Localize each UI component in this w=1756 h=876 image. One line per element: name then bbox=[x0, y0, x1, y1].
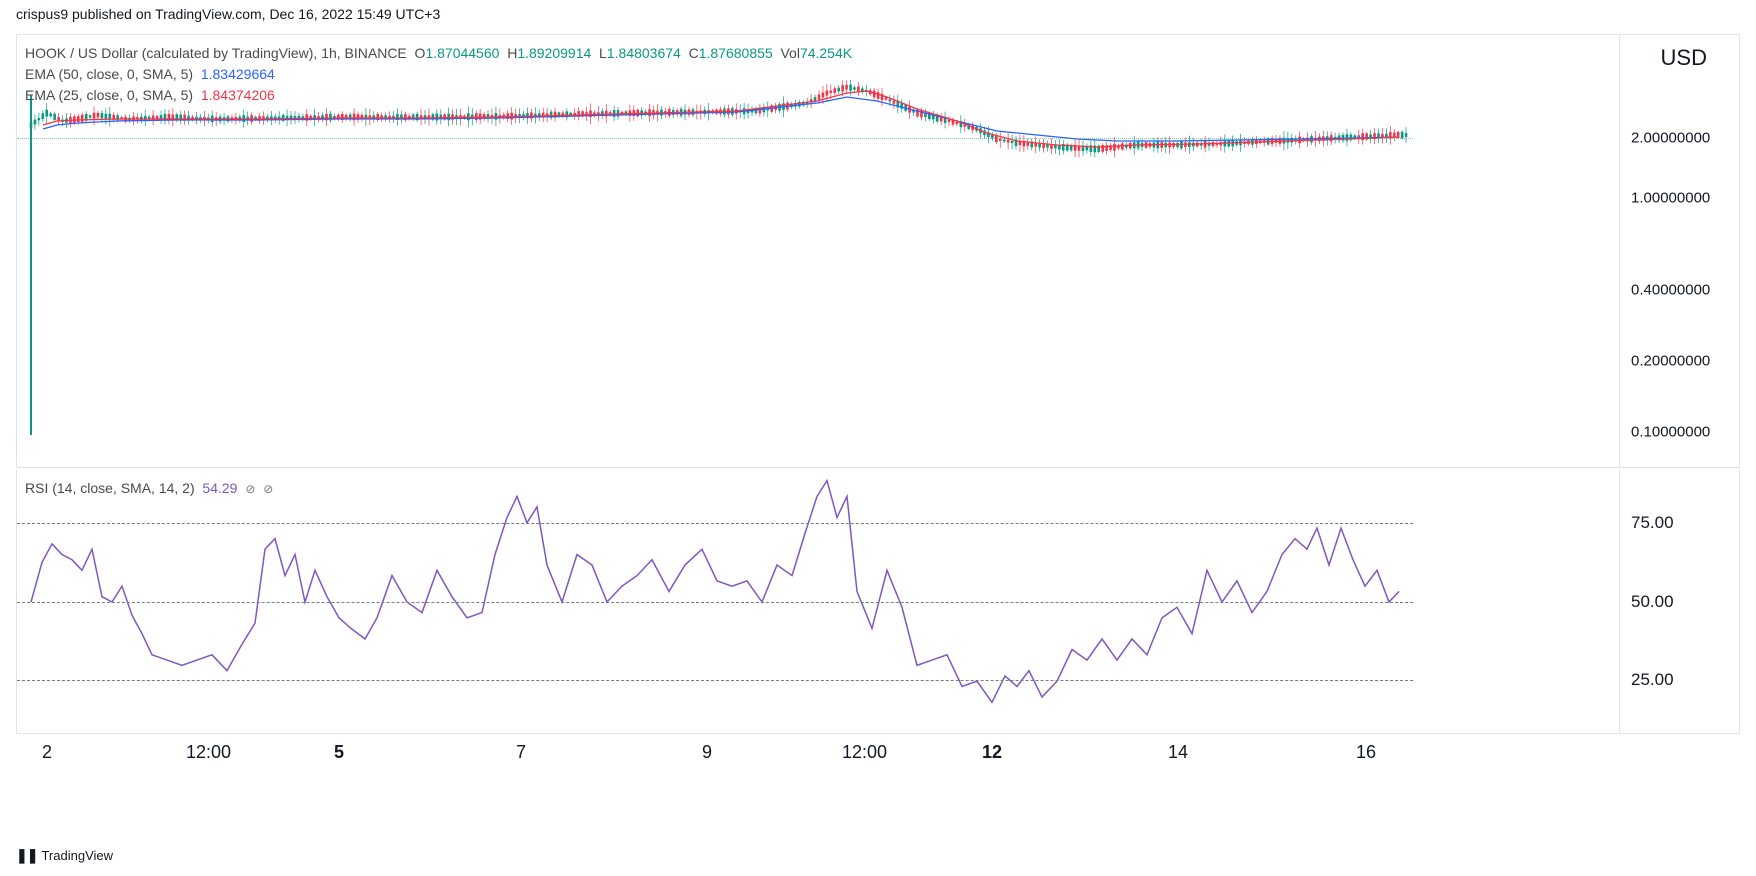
visibility-icon: ⊘ bbox=[245, 482, 255, 496]
rsi-level-line bbox=[17, 680, 1413, 681]
price-legend: HOOK / US Dollar (calculated by TradingV… bbox=[25, 43, 852, 106]
price-y-tick: 0.20000000 bbox=[1631, 353, 1710, 370]
ohlc-high: 1.89209914 bbox=[517, 45, 591, 61]
rsi-y-tick: 50.00 bbox=[1631, 592, 1674, 612]
rsi-y-tick: 75.00 bbox=[1631, 513, 1674, 533]
price-y-tick: 2.00000000 bbox=[1631, 129, 1710, 146]
time-x-tick: 12:00 bbox=[186, 742, 231, 763]
volume-value: 74.254K bbox=[800, 45, 852, 61]
ohlc-low: 1.84803674 bbox=[607, 45, 681, 61]
rsi-level-line bbox=[17, 523, 1413, 524]
time-x-tick: 16 bbox=[1356, 742, 1376, 763]
rsi-level-line bbox=[17, 602, 1413, 603]
rsi-y-axis[interactable]: 75.00 50.00 25.00 bbox=[1619, 470, 1739, 733]
price-y-axis[interactable]: 2.00000000 1.00000000 0.40000000 0.20000000… bbox=[1619, 35, 1739, 467]
time-x-tick: 12 bbox=[982, 742, 1002, 763]
ema50-label: EMA (50, close, 0, SMA, 5) bbox=[25, 66, 193, 82]
rsi-legend: RSI (14, close, SMA, 14, 2) 54.29 ⊘ ⊘ bbox=[25, 478, 273, 499]
rsi-y-tick: 25.00 bbox=[1631, 670, 1674, 690]
tv-brand-name: TradingView bbox=[41, 848, 113, 863]
current-price-line bbox=[17, 138, 1413, 139]
time-x-tick: 2 bbox=[42, 742, 52, 763]
symbol-title: HOOK / US Dollar (calculated by TradingV… bbox=[25, 45, 407, 61]
time-x-tick: 5 bbox=[334, 742, 344, 763]
ema25-value: 1.84374206 bbox=[201, 87, 275, 103]
publish-info: crispus9 published on TradingView.com, D… bbox=[16, 6, 440, 22]
price-y-tick: 0.40000000 bbox=[1631, 281, 1710, 298]
rsi-plot-area bbox=[17, 470, 1413, 733]
tradingview-attribution: ❚❚ TradingView bbox=[16, 847, 113, 864]
ema50-value: 1.83429664 bbox=[201, 66, 275, 82]
ohlc-close: 1.87680855 bbox=[699, 45, 773, 61]
ohlc-open: 1.87044560 bbox=[425, 45, 499, 61]
visibility-icon: ⊘ bbox=[263, 482, 273, 496]
time-x-tick: 9 bbox=[702, 742, 712, 763]
time-x-tick: 12:00 bbox=[842, 742, 887, 763]
axis-border bbox=[1619, 35, 1620, 467]
price-y-tick: 0.10000000 bbox=[1631, 424, 1710, 441]
rsi-label: RSI (14, close, SMA, 14, 2) bbox=[25, 480, 195, 496]
time-x-tick: 7 bbox=[516, 742, 526, 763]
rsi-value: 54.29 bbox=[202, 480, 237, 496]
rsi-chart-pane[interactable]: 75.00 50.00 25.00 RSI (14, close, SMA, 14,… bbox=[16, 470, 1740, 734]
tv-logo-icon: ❚❚ bbox=[16, 847, 37, 864]
price-chart-pane[interactable]: USD 2.000000001.000000000.400000000.2000… bbox=[16, 34, 1740, 468]
ema25-label: EMA (25, close, 0, SMA, 5) bbox=[25, 87, 193, 103]
axis-border bbox=[1619, 470, 1620, 733]
time-x-axis[interactable]: 2 12:00 5 7 9 12:00 12 14 16 bbox=[16, 734, 1740, 774]
price-y-tick: 1.00000000 bbox=[1631, 190, 1710, 207]
time-x-tick: 14 bbox=[1168, 742, 1188, 763]
